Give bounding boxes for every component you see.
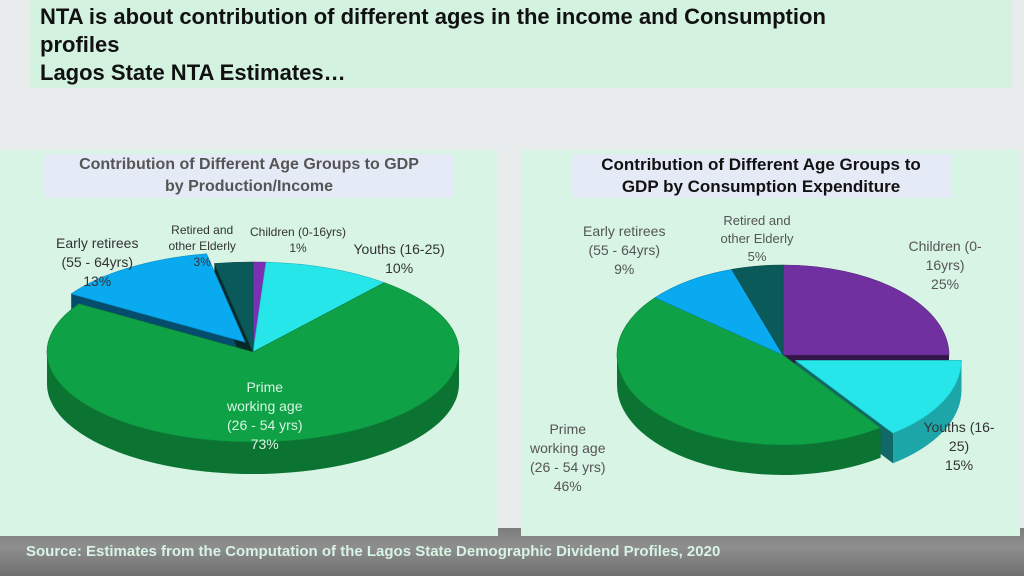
slice-youths-16-25 [794, 360, 962, 434]
slice-label-line: 25% [931, 276, 960, 292]
slice-label-line: 5% [747, 249, 767, 264]
floor-band [0, 528, 1024, 576]
consumption-pie-chart [616, 264, 962, 475]
income-pie-chart [46, 253, 460, 474]
slice-label-line: 1% [289, 241, 307, 255]
slice-label-retired-and-other-elderly: Retired and other Elderly 5% [721, 212, 794, 266]
slice-label-line: 13% [83, 273, 112, 289]
slice-label-line: Children (0-16yrs) [250, 225, 347, 239]
consumption-chart-title: Contribution of Different Age Groups to … [571, 154, 951, 198]
page-title-line-1: NTA is about contribution of different a… [40, 4, 826, 29]
slice-label-line: Youths (16-25) [353, 241, 445, 257]
slice-label-line: Retired and [723, 213, 791, 228]
slice-label-line: (26 - 54 yrs) [530, 459, 606, 475]
slice-label-line: Prime [246, 379, 284, 395]
slice-wall-youths-16-25 [893, 360, 962, 464]
slice-early-retirees-55-64yrs [70, 253, 246, 343]
slice-prime-working-age-26-54-yrs [46, 282, 460, 443]
slice-wall-prime-working-age-26-54-yrs [47, 352, 459, 474]
slice-label-line: working age [530, 440, 606, 456]
slice-label-line: Children (0- [908, 238, 982, 254]
slice-label-line: (26 - 54 yrs) [227, 417, 303, 433]
slice-label-line: other Elderly [168, 239, 236, 253]
slice-label-line: (55 - 64yrs) [61, 254, 134, 270]
slice-label-line: Retired and [171, 223, 234, 237]
slice-prime-working-age-26-54-yrs [616, 297, 882, 446]
slice-label-line: 73% [250, 436, 279, 452]
slice-label-prime-working-age-26-54-yrs: Prime working age (26 - 54 yrs) 46% [530, 420, 606, 496]
slice-label-prime-working-age-26-54-yrs: Prime working age (26 - 54 yrs) 73% [227, 378, 303, 454]
slice-children-0-16yrs [782, 264, 950, 356]
slice-label-line: Prime [549, 421, 587, 437]
slice-label-youths-16-25: Youths (16-25) 10% [354, 240, 445, 278]
slice-label-line: (55 - 64yrs) [588, 242, 661, 258]
slice-label-early-retirees-55-64yrs: Early retirees (55 - 64yrs) 9% [583, 222, 665, 279]
source-note: Source: Estimates from the Computation o… [26, 543, 721, 560]
slice-label-line: 25) [948, 438, 970, 454]
slice-label-children-0-16yrs: Children (0-16yrs) 1% [250, 224, 346, 256]
page-title-line-3: Lagos State NTA Estimates… [40, 60, 346, 85]
consumption-chart-panel: Contribution of Different Age Groups to … [521, 150, 1020, 536]
slice-label-line: working age [227, 398, 303, 414]
slice-label-line: Youths (16- [923, 419, 995, 435]
slice-label-children-0-16yrs: Children (0- 16yrs) 25% [909, 237, 982, 294]
slice-label-youths-16-25: Youths (16- 25) 15% [924, 418, 995, 475]
slice-label-line: 3% [193, 255, 211, 269]
slice-label-line: 46% [553, 478, 582, 494]
slice-label-line: 16yrs) [925, 257, 965, 273]
income-chart-panel: Contribution of Different Age Groups to … [0, 150, 498, 536]
slice-wall-prime-working-age-26-54-yrs [617, 355, 881, 475]
slice-label-line: 9% [614, 261, 635, 277]
slice-label-retired-and-other-elderly: Retired and other Elderly 3% [169, 222, 236, 270]
slice-early-retirees-55-64yrs [654, 269, 784, 356]
slice-label-line: Early retirees [56, 235, 139, 251]
slice-retired-and-other-elderly [213, 261, 254, 353]
consumption-chart-title-line-2: GDP by Consumption Expenditure [621, 177, 901, 196]
slice-label-line: other Elderly [720, 231, 794, 246]
consumption-chart-title-line-1: Contribution of Different Age Groups to [601, 155, 921, 174]
income-chart-title-line-1: Contribution of Different Age Groups to … [79, 156, 419, 173]
slice-youths-16-25 [252, 261, 386, 353]
slice-label-line: 15% [945, 457, 974, 473]
slice-label-line: Early retirees [583, 223, 666, 239]
income-chart-title: Contribution of Different Age Groups to … [44, 154, 454, 198]
slice-label-early-retirees-55-64yrs: Early retirees (55 - 64yrs) 13% [56, 234, 138, 291]
title-box: NTA is about contribution of different a… [30, 0, 1012, 88]
slice-label-line: 10% [385, 260, 414, 276]
page-title-line-2: profiles [40, 32, 120, 57]
income-chart-title-line-2: by Production/Income [164, 178, 333, 195]
slice-retired-and-other-elderly [731, 264, 784, 357]
